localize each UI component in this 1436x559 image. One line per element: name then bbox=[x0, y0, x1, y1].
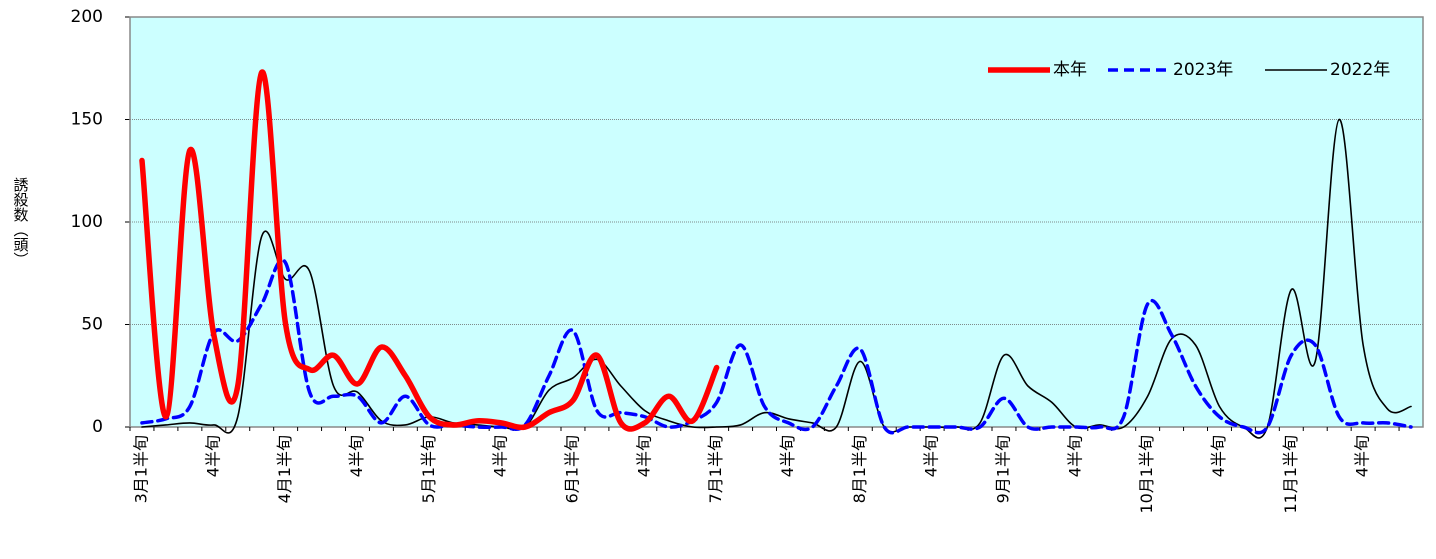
x-tick-label: 11月1半旬 bbox=[1281, 435, 1300, 514]
series-line bbox=[139, 69, 720, 432]
x-tick-label: 5月1半旬 bbox=[419, 435, 438, 503]
x-tick-label: 9月1半旬 bbox=[993, 435, 1012, 503]
legend-label: 本年 bbox=[1053, 60, 1087, 80]
x-tick-label: 4半旬 bbox=[1065, 435, 1084, 477]
x-tick-label: 7月1半旬 bbox=[706, 435, 725, 503]
x-tick-label: 4半旬 bbox=[634, 435, 653, 477]
x-tick-label: 8月1半旬 bbox=[850, 435, 869, 503]
x-tick-label: 4半旬 bbox=[347, 435, 366, 477]
legend-label: 2022年 bbox=[1330, 60, 1390, 80]
series-line bbox=[140, 258, 1413, 435]
x-tick-label: 4半旬 bbox=[203, 435, 222, 477]
x-tick-label: 4半旬 bbox=[491, 435, 510, 477]
y-tick-label: 150 bbox=[71, 110, 103, 130]
y-tick-label: 100 bbox=[71, 212, 103, 232]
x-tick-label: 3月1半旬 bbox=[131, 435, 150, 503]
x-tick-label: 4半旬 bbox=[1209, 435, 1228, 477]
y-tick-label: 200 bbox=[71, 7, 103, 27]
y-axis-label: 誘殺数（頭） bbox=[12, 177, 30, 267]
y-tick-label: 50 bbox=[81, 315, 103, 335]
y-tick-label: 0 bbox=[92, 417, 103, 437]
x-tick-label: 6月1半旬 bbox=[562, 435, 581, 503]
x-tick-label: 4半旬 bbox=[1353, 435, 1372, 477]
x-tick-label: 4半旬 bbox=[778, 435, 797, 477]
x-tick-label: 4月1半旬 bbox=[275, 435, 294, 503]
legend-label: 2023年 bbox=[1173, 60, 1233, 80]
x-tick-label: 10月1半旬 bbox=[1137, 435, 1156, 514]
x-tick-label: 4半旬 bbox=[922, 435, 941, 477]
